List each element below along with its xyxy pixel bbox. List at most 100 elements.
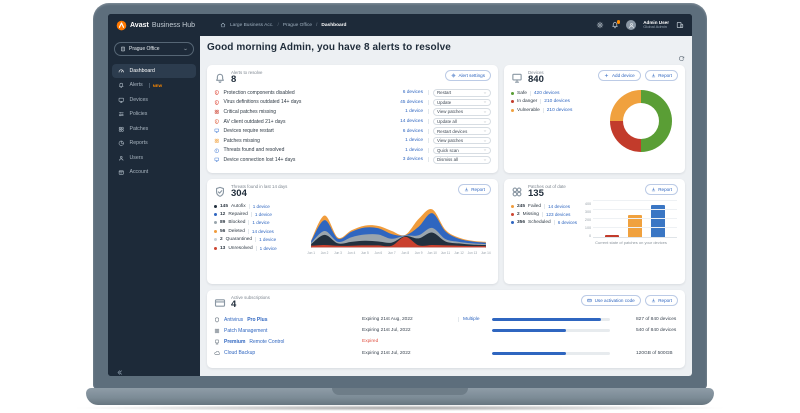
subscription-row: Patch Management Expiring 21st Jul, 2022 5… — [214, 325, 678, 336]
alert-action-select[interactable]: Restart devices — [433, 127, 491, 135]
subscription-name-link[interactable]: Antivirus Pro Plus — [214, 317, 362, 323]
patches-count: 135 — [528, 188, 544, 199]
alert-action-select[interactable]: Update — [433, 98, 491, 107]
sidebar-item-patches[interactable]: Patches — [112, 122, 196, 136]
svg-text:Jun 5: Jun 5 — [361, 251, 369, 255]
alert-devices-link[interactable]: 1 device — [405, 138, 429, 144]
grid-icon — [118, 126, 125, 133]
alert-action-select[interactable]: Dismiss all — [433, 156, 491, 164]
sidebar-item-users[interactable]: Users — [112, 151, 196, 165]
stat-devices-link[interactable]: 123 devices — [545, 212, 571, 218]
bar-missing — [605, 234, 620, 237]
use-activation-code-button[interactable]: Use activation code — [581, 295, 641, 306]
subscription-expiry: Expiring 21st Aug, 2022 — [362, 317, 413, 323]
legend-devices-link[interactable]: 420 devices — [533, 90, 560, 96]
legend-devices-link[interactable]: 210 devices — [544, 99, 570, 105]
sidebar-item-alerts[interactable]: Alerts NEW — [112, 79, 196, 93]
alert-action-label: Restart — [437, 90, 452, 96]
stat-dot — [214, 213, 217, 217]
subscription-name-link[interactable]: Patch Management — [214, 328, 362, 334]
alert-settings-button[interactable]: Alert settings — [444, 70, 491, 81]
stat-devices-link[interactable]: 1 device — [252, 220, 270, 226]
stat-devices-link[interactable]: 1 device — [252, 203, 270, 209]
subscription-name-link[interactable]: Premium Remote Control — [214, 339, 362, 345]
devices-donut-chart — [610, 89, 672, 152]
sidebar-item-reports[interactable]: Reports — [112, 137, 196, 151]
sidebar-item-devices[interactable]: Devices — [112, 93, 196, 107]
breadcrumb-item[interactable]: Prague Office — [277, 23, 312, 28]
alert-action-select[interactable]: Restart — [433, 89, 491, 97]
patch-stats: 245 Failed 14 devices 2 Missing 123 devices 35… — [511, 202, 581, 246]
stat-devices-link[interactable]: 1 device — [259, 237, 277, 243]
shield-ex-icon — [214, 99, 220, 106]
sidebar-collapse-icon[interactable] — [116, 363, 123, 375]
sidebar-item-dashboard[interactable]: Dashboard — [112, 64, 196, 78]
subscription-multiple-link[interactable]: Multiple — [458, 317, 492, 323]
alert-devices-link[interactable]: 6 devices — [403, 128, 429, 134]
stat-devices-link[interactable]: 14 devices — [548, 203, 571, 209]
subscriptions-report-button[interactable]: Report — [644, 295, 678, 306]
avatar[interactable] — [626, 20, 637, 30]
user-menu[interactable]: Admin User Global Admin — [643, 20, 669, 29]
stat-devices-link[interactable]: 14 devices — [251, 228, 274, 234]
main-content: Good morning Admin, you have 8 alerts to… — [200, 36, 692, 376]
subscription-expiry: Expired — [362, 339, 379, 345]
alert-devices-link[interactable]: 14 devices — [400, 119, 429, 125]
legend-label: Vulnerable — [517, 107, 544, 113]
subscriptions-card: Active subscriptions 4 Use activation co… — [207, 290, 685, 368]
sidebar-item-label: Users — [129, 154, 144, 161]
sidebar-item-account[interactable]: Account — [112, 166, 196, 180]
alert-row: Critical patches missing 1 device View pat… — [214, 107, 491, 117]
circle-alert-icon — [214, 148, 220, 154]
sidebar-item-policies[interactable]: Policies — [112, 108, 196, 122]
add-device-label: Add device — [611, 73, 635, 78]
alert-devices-link[interactable]: 1 device — [405, 147, 429, 153]
subscription-name-link[interactable]: Cloud Backup — [214, 350, 362, 356]
stat-devices-link[interactable]: 1 device — [259, 245, 277, 251]
y-tick-label: 200 — [584, 218, 592, 223]
threats-report-button[interactable]: Report — [457, 184, 491, 195]
notifications-bell-icon[interactable] — [611, 20, 621, 29]
stat-dot — [214, 204, 217, 208]
gridline — [593, 217, 678, 219]
alert-action-select[interactable]: Quick scan — [433, 146, 491, 155]
bar-chart-y-axis: 400 300 200 100 0 — [585, 202, 591, 238]
grid-icon — [214, 138, 220, 144]
legend-devices-link[interactable]: 210 devices — [546, 107, 573, 113]
settings-gear-icon[interactable] — [596, 21, 604, 29]
device-switcher-icon[interactable] — [676, 21, 684, 29]
breadcrumb-item[interactable]: Large Business Acc. — [230, 22, 274, 28]
threat-stat: 12 Repaired 1 device — [214, 210, 302, 218]
devices-report-button[interactable]: Report — [644, 70, 678, 81]
bell-icon — [118, 82, 125, 89]
alert-devices-link[interactable]: 3 devices — [403, 157, 429, 163]
subscription-usage: 540 of 840 devices — [636, 328, 677, 334]
alert-action-select[interactable]: Update all — [433, 117, 491, 126]
subscription-usage: 827 of 840 devices — [636, 317, 677, 323]
stat-devices-link[interactable]: 6 devices — [557, 220, 578, 226]
stat-devices-link[interactable]: 1 device — [254, 212, 272, 218]
patches-report-button[interactable]: Report — [644, 184, 678, 195]
chevron-down-icon — [483, 110, 487, 114]
subscription-name-text: Premium — [224, 338, 246, 345]
alert-label: Device connection lost 14+ days — [223, 156, 296, 163]
sidebar-item-label: Policies — [129, 111, 148, 118]
subscription-name-text: Cloud Backup — [224, 350, 256, 357]
breadcrumb-item[interactable]: Dashboard — [316, 23, 346, 28]
alert-devices-link[interactable]: 1 device — [405, 109, 429, 115]
alert-devices-link[interactable]: 6 devices — [403, 90, 429, 96]
credit-card-icon — [214, 297, 226, 309]
stat-label: Failed — [528, 203, 546, 209]
cloud-icon — [214, 350, 220, 356]
legend-dot — [511, 100, 514, 104]
alert-action-select[interactable]: View patches — [433, 108, 491, 116]
building-icon — [120, 46, 126, 52]
alert-action-select[interactable]: View patches — [433, 136, 491, 145]
alert-devices-link[interactable]: 45 devices — [400, 99, 429, 105]
sliders-icon — [118, 111, 125, 118]
refresh-icon[interactable] — [678, 55, 685, 62]
alert-action-label: View patches — [437, 109, 464, 115]
org-selector[interactable]: Prague Office — [114, 42, 194, 56]
add-device-button[interactable]: Add device — [598, 70, 641, 81]
subscriptions-title: Active subscriptions — [231, 295, 270, 300]
